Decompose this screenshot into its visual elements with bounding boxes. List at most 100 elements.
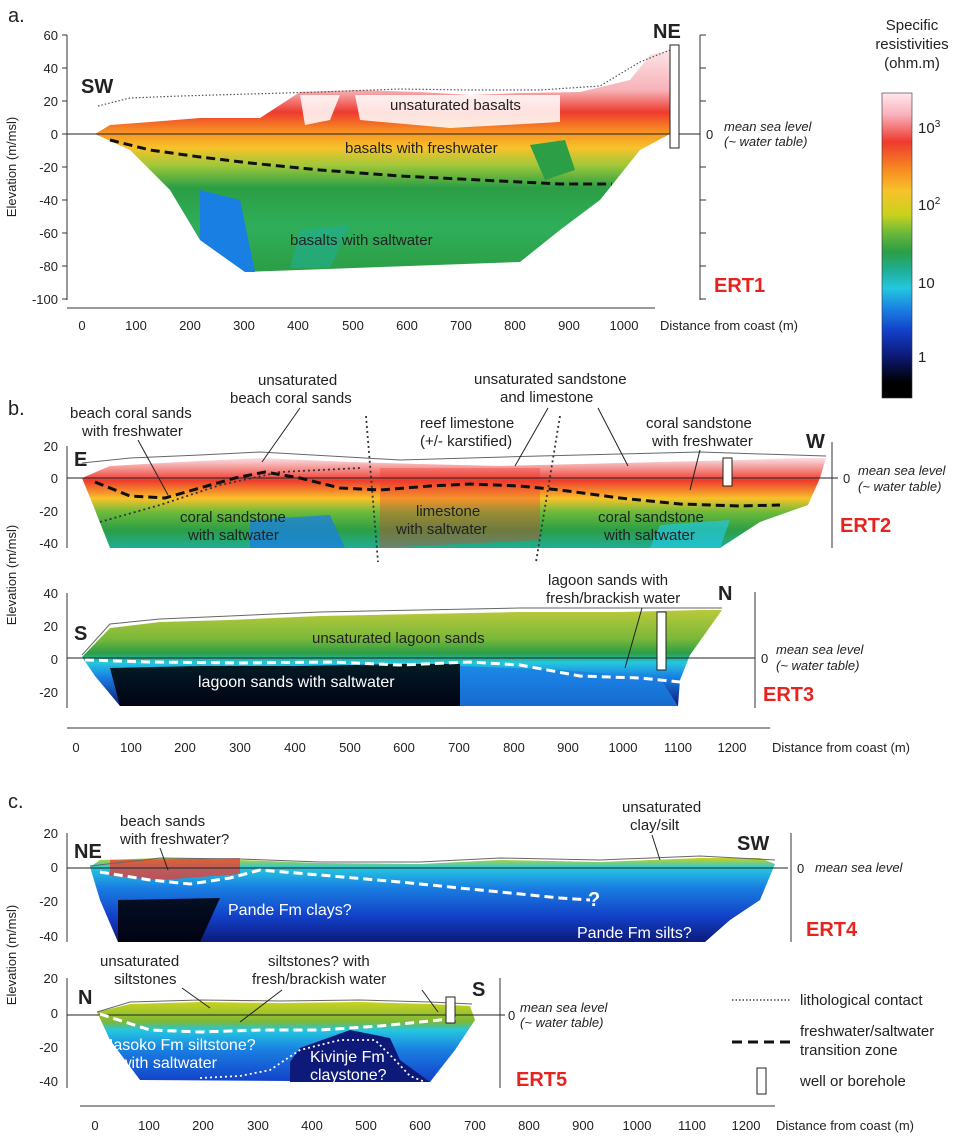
ert5-label: fresh/brackish water: [252, 971, 386, 988]
panel-a-yticks: 60 40 20 0 -20 -40 -60 -80 -100: [32, 28, 67, 307]
panel-a-xtick: 200: [179, 318, 201, 333]
ert2-leader: [689, 449, 701, 491]
ert5-leader: [181, 987, 211, 1009]
panel-c-xtick: 300: [247, 1118, 269, 1133]
ert4-zero: 0: [797, 861, 804, 876]
legend-item: lithological contact: [800, 992, 923, 1009]
ert3-leader: [624, 607, 643, 669]
ert1-transition-zone: [109, 138, 612, 186]
ert1-unsat-zone: [300, 95, 340, 125]
ert5-transition-zone: [99, 1012, 461, 1034]
ert4-label: Pande Fm silts?: [577, 925, 692, 942]
panel-c-xtick: 1200: [732, 1118, 761, 1133]
ert4-ytick: 20: [44, 826, 58, 841]
ert2-msl-2: (~ water table): [858, 479, 941, 494]
panel-c-xtick: 800: [518, 1118, 540, 1133]
ert2-label: reef limestone: [420, 415, 514, 432]
panel-a-ytick: 0: [51, 127, 58, 142]
colorbar-title-2: resistivities: [875, 36, 948, 53]
ert5-dark-zone: [290, 1030, 430, 1082]
panel-b-xtick: 1100: [664, 740, 692, 755]
ert4-red-zone: [110, 858, 240, 880]
panel-c-xtick: 700: [464, 1118, 486, 1133]
ert4-topography: [89, 855, 776, 867]
ert3-topography: [81, 607, 722, 656]
ert5-msl-1: mean sea level: [520, 1000, 609, 1015]
ert5-well: [445, 996, 456, 1024]
ert4-label: Pande Fm clays?: [228, 902, 352, 919]
colorbar-title-1: Specific: [886, 17, 939, 34]
panel-a-ytick: -80: [39, 259, 58, 274]
ert2-ytick: -20: [39, 504, 58, 519]
ert2-ytick: 0: [51, 471, 58, 486]
ert4-ytick: 0: [51, 860, 58, 875]
panel-a-xticks: 0 100 200 300 400 500 600 700 800 900 10…: [78, 318, 638, 333]
panel-b-xtick: 600: [393, 740, 415, 755]
ert2-label: with freshwater: [81, 423, 183, 440]
ert2-topography: [81, 451, 827, 464]
ert2-blue-zone: [250, 515, 345, 548]
ert5-label: Kivinje Fm: [310, 1049, 385, 1066]
ert3-label: lagoon sands with: [548, 572, 668, 589]
ert2-label: beach coral sands: [70, 405, 192, 422]
panel-a-xtick: 1000: [610, 318, 639, 333]
ert3-dir-s: S: [74, 623, 87, 645]
panel-c-ylabel: Elevation (m/msl): [4, 905, 19, 1005]
panel-a-ytick: -20: [39, 160, 58, 175]
panel-b-xtick: 200: [174, 740, 196, 755]
ert1-zero: 0: [706, 127, 713, 142]
colorbar-tick: 1: [918, 349, 926, 366]
panel-a-ytick: -100: [32, 292, 58, 307]
ert2-contact: [99, 467, 361, 523]
ert2-cyan-zone: [650, 520, 730, 548]
ert2-label: limestone: [416, 503, 480, 520]
panel-a-ytick: -60: [39, 226, 58, 241]
panel-c-xtick: 200: [192, 1118, 214, 1133]
ert4-label: with freshwater?: [119, 831, 229, 848]
ert4-label: clay/silt: [630, 817, 680, 834]
panel-a-xtick: 600: [396, 318, 418, 333]
ert1-unsat-zone: [355, 95, 560, 128]
ert3-dir-n: N: [718, 583, 732, 605]
panel-c-xtick: 600: [409, 1118, 431, 1133]
ert5-label: siltstones: [114, 971, 177, 988]
panel-a-xtick: 700: [450, 318, 472, 333]
ert2-label-red: ERT2: [840, 515, 891, 537]
ert2-well: [722, 457, 733, 487]
panel-a: a. Elevation (m/msl) 60 40 20 0 -20 -40 …: [4, 5, 813, 333]
ert3-transition-zone: [84, 658, 681, 684]
ert4-ytick: -40: [39, 929, 58, 944]
ert4-question: ?: [588, 889, 600, 911]
colorbar-tick: 102: [918, 196, 941, 214]
ert2-zero: 0: [843, 471, 850, 486]
ert5-label: with saltwater: [119, 1055, 218, 1072]
ert4-dir-ne: NE: [74, 841, 102, 863]
panel-b-letter: b.: [8, 398, 25, 420]
ert5-label: siltstones? with: [268, 953, 370, 970]
ert5-contact: [199, 1039, 426, 1083]
panel-b-xlabel: Distance from coast (m): [772, 740, 910, 755]
ert3-ytick: 0: [51, 652, 58, 667]
panel-b-xtick: 800: [503, 740, 525, 755]
ert4-leader: [651, 834, 661, 861]
panel-b-xtick: 0: [72, 740, 79, 755]
ert1-lithological-contact: [97, 49, 671, 107]
ert5-ytick: 20: [44, 971, 58, 986]
ert5-leader: [421, 989, 439, 1013]
panel-a-xtick: 100: [125, 318, 147, 333]
panel-b-xtick: 1200: [718, 740, 747, 755]
ert2-label: unsaturated: [258, 372, 337, 389]
ert1-msl-2: (~ water table): [724, 134, 807, 149]
ert3-ytick: -20: [39, 685, 58, 700]
ert2-leader: [137, 439, 169, 496]
ert4-label: unsaturated: [622, 799, 701, 816]
ert1-well: [669, 44, 680, 149]
ert4-label: beach sands: [120, 813, 205, 830]
panel-a-right-ticks: [700, 34, 706, 300]
panel-c-xticks: 0 100 200 300 400 500 600 700 800 900 10…: [91, 1118, 760, 1133]
ert2-label: with saltwater: [395, 521, 487, 538]
ert2-label: coral sandstone: [180, 509, 286, 526]
panel-b-xtick: 1000: [609, 740, 638, 755]
panel-a-xtick: 300: [233, 318, 255, 333]
ert1-blue-zone: [200, 190, 255, 272]
